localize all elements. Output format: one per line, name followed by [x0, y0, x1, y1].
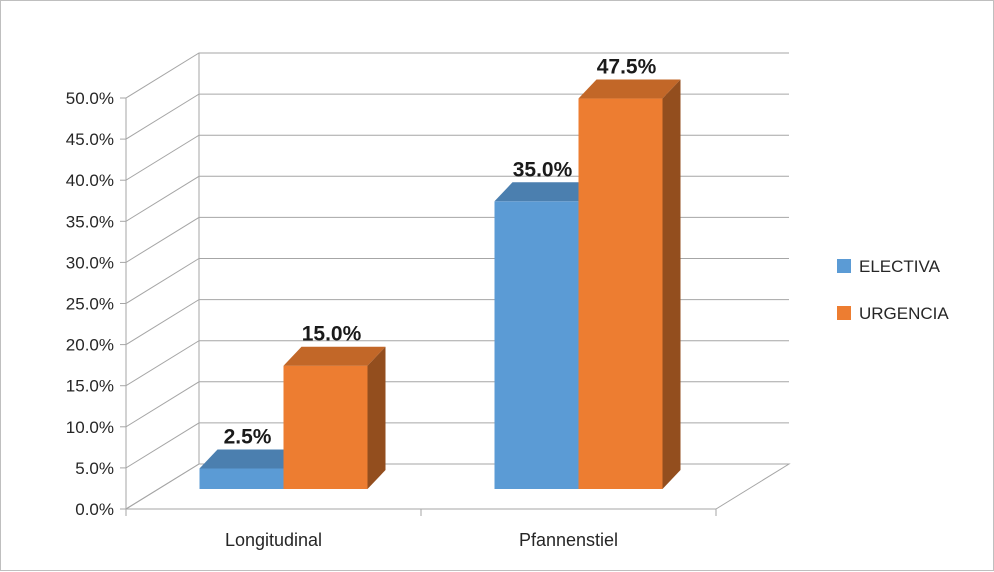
- data-label: 2.5%: [224, 425, 272, 448]
- bar-top-face: [578, 79, 681, 99]
- bar-side-face: [367, 346, 386, 489]
- bar-urgencia-pfannenstiel: [578, 98, 663, 490]
- y-tick-label: 10.0%: [66, 418, 114, 437]
- category-label: Pfannenstiel: [519, 530, 618, 550]
- y-tick-label: 5.0%: [75, 459, 114, 478]
- y-tick-label: 15.0%: [66, 377, 114, 396]
- bar-urgencia-longitudinal: [283, 365, 368, 489]
- data-label: 47.5%: [597, 56, 657, 79]
- y-tick-label: 40.0%: [66, 171, 114, 190]
- bar-top-face: [494, 182, 597, 202]
- gridline: [125, 134, 789, 181]
- y-tick-label: 30.0%: [66, 253, 114, 272]
- gridline: [125, 340, 789, 387]
- bar-electiva-longitudinal: [199, 468, 284, 489]
- gridline: [125, 52, 789, 99]
- legend-swatch-electiva: [837, 259, 851, 273]
- bar-electiva-pfannenstiel: [494, 201, 579, 490]
- y-tick-label: 20.0%: [66, 336, 114, 355]
- gridline: [125, 381, 789, 428]
- y-tick-label: 45.0%: [66, 130, 114, 149]
- legend-label-electiva: ELECTIVA: [859, 257, 941, 276]
- bar-top-face: [283, 346, 386, 366]
- y-tick-label: 0.0%: [75, 500, 114, 519]
- legend-swatch-urgencia: [837, 306, 851, 320]
- y-tick-label: 25.0%: [66, 295, 114, 314]
- gridline: [125, 258, 789, 304]
- gridline: [125, 93, 789, 140]
- data-label: 15.0%: [302, 323, 362, 346]
- bar-side-face: [662, 79, 681, 490]
- gridline: [125, 216, 789, 263]
- data-label: 35.0%: [513, 158, 573, 181]
- y-tick-label: 50.0%: [66, 89, 114, 108]
- bar-top-face: [199, 449, 302, 469]
- category-label: Longitudinal: [225, 530, 322, 550]
- gridline: [125, 175, 789, 222]
- gridline: [125, 299, 789, 346]
- legend-label-urgencia: URGENCIA: [859, 304, 949, 323]
- y-tick-label: 35.0%: [66, 212, 114, 231]
